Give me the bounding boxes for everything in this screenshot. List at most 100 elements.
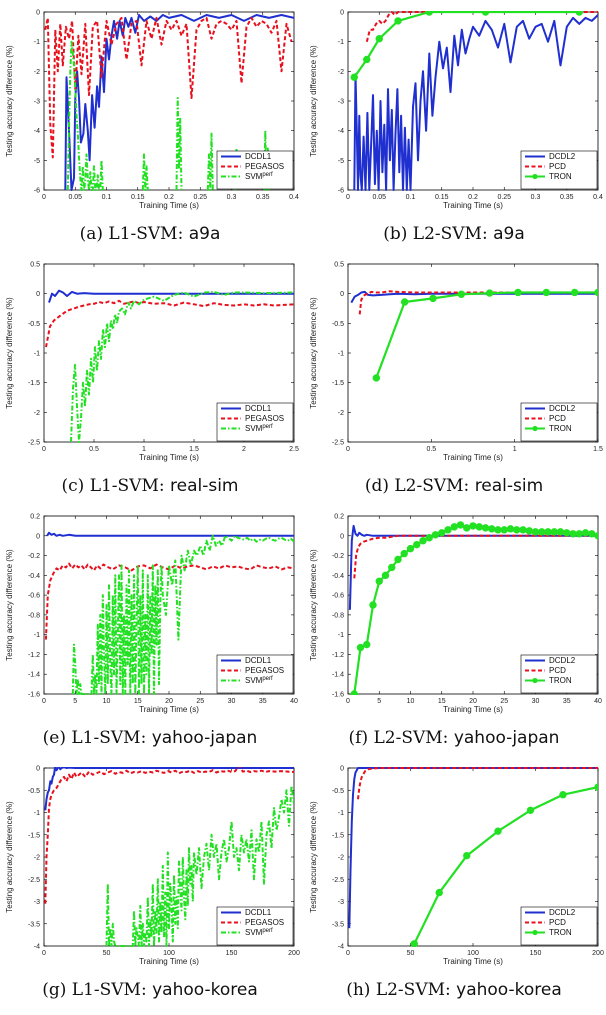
caption-dataset: yahoo-japan: [453, 728, 560, 748]
data-point-tron: [538, 528, 546, 536]
legend-entry: TRON: [549, 424, 572, 433]
series-line-pegasos: [45, 299, 294, 348]
legend-entry: DCDL1: [245, 656, 272, 665]
y-tick-label: 0.5: [30, 262, 40, 269]
y-tick-label: -1: [34, 39, 40, 46]
data-point-tron: [594, 783, 598, 791]
y-tick-label: -1.5: [28, 380, 40, 387]
series-line-dcdl2: [348, 524, 598, 610]
caption-h: (h) L2-SVM: yahoo-korea: [304, 980, 604, 1000]
legend-superscript: perf: [262, 424, 273, 430]
x-tick-label: 0: [42, 194, 46, 201]
y-tick-label: -1.4: [28, 672, 40, 679]
x-tick-label: 10: [103, 698, 111, 705]
y-tick-label: -1: [34, 632, 40, 639]
data-point-tron: [494, 526, 502, 534]
series-line-svmperf-spike-2: [175, 97, 183, 191]
x-tick-label: 200: [288, 950, 300, 957]
y-tick-label: -2: [34, 69, 40, 76]
series-line-pcd: [358, 290, 598, 315]
data-point-tron: [588, 530, 596, 538]
data-point-tron: [513, 526, 521, 534]
y-tick-label: -0.2: [28, 553, 40, 560]
x-tick-label: 150: [226, 950, 238, 957]
y-axis-label: Testing accuracy difference (%): [5, 801, 14, 913]
y-tick-label: -4: [34, 944, 40, 951]
y-tick-label: -2.5: [28, 877, 40, 884]
y-axis-label: Testing accuracy difference (%): [309, 297, 318, 409]
y-axis-label: Testing accuracy difference (%): [309, 801, 318, 913]
x-tick-label: 0.15: [435, 194, 449, 201]
data-point-tron: [525, 527, 533, 535]
caption-b: (b) L2-SVM: a9a: [304, 224, 604, 244]
y-tick-label: -0.5: [28, 788, 40, 795]
data-point-tron: [531, 528, 540, 536]
y-tick-label: -3: [34, 899, 40, 906]
data-point-tron: [526, 806, 535, 814]
y-tick-label: -0.5: [332, 321, 344, 328]
x-tick-label: 40: [290, 698, 298, 705]
y-tick-label: -6: [338, 188, 344, 195]
x-tick-label: 2: [242, 446, 246, 453]
y-tick-label: 0.2: [334, 514, 344, 521]
x-tick-label: 30: [532, 698, 540, 705]
x-axis-label: Training Time (s): [443, 705, 503, 714]
chart-panel-a: 0 0.05 0.1 0.15 0.2 0.25 0.3 0.35 0.4 0 -1 -2 -3 -4 -5…: [0, 0, 300, 252]
legend-entry: DCDL1: [245, 152, 272, 161]
x-tick-label: 0: [346, 698, 350, 705]
x-axis-label: Training Time (s): [139, 957, 199, 966]
chart-a: 0 0.05 0.1 0.15 0.2 0.25 0.3 0.35 0.4 0 -1 -2 -3 -4 -5…: [5, 10, 299, 211]
legend-entry: PCD: [549, 162, 566, 171]
y-tick-label: -1: [34, 810, 40, 817]
series-line-pegasos: [44, 767, 294, 904]
series-line-svmperf: [66, 40, 104, 191]
caption-prefix: (h) L2-SVM:: [346, 980, 457, 1000]
data-point-tron: [481, 11, 490, 16]
data-point-tron: [394, 555, 402, 564]
y-tick-label: -1.2: [28, 652, 40, 659]
data-point-tron: [488, 525, 496, 533]
caption-prefix: (g) L1-SVM:: [42, 980, 153, 1000]
y-tick-label: -4: [34, 128, 40, 135]
caption-e: (e) L1-SVM: yahoo-japan: [0, 728, 300, 748]
data-point-tron: [594, 532, 598, 540]
series-line-dcdl2: [350, 290, 598, 304]
data-point-tron: [425, 11, 433, 16]
series-line-pcd: [353, 534, 598, 579]
legend-entry: SVMperf: [245, 928, 273, 937]
data-point-tron: [542, 288, 551, 297]
y-tick-label: 0: [36, 291, 40, 298]
data-point-tron: [388, 563, 396, 572]
data-point-tron: [514, 288, 522, 297]
x-tick-label: 30: [228, 698, 236, 705]
series-group: [350, 288, 598, 382]
y-tick-label: -5: [338, 158, 344, 165]
y-tick-label: -6: [34, 188, 40, 195]
data-point-tron: [431, 531, 440, 539]
x-tick-label: 35: [259, 698, 267, 705]
series-group: [45, 289, 294, 443]
data-point-tron: [463, 851, 471, 860]
data-point-tron: [506, 525, 515, 533]
caption-dataset: a9a: [188, 224, 221, 244]
legend-box: [520, 402, 598, 442]
data-point-tron: [435, 888, 443, 897]
legend-entry: DCDL2: [549, 656, 576, 665]
y-tick-label: -0.6: [332, 593, 344, 600]
x-tick-label: 0: [346, 950, 350, 957]
y-tick-label: -4: [338, 128, 344, 135]
legend-marker: [532, 677, 538, 684]
series-line-dcdl1: [46, 531, 294, 537]
x-axis-label: Training Time (s): [443, 957, 503, 966]
x-tick-label: 0.25: [497, 194, 511, 201]
legend-superscript: perf: [262, 928, 273, 934]
caption-prefix: (b) L2-SVM:: [383, 224, 494, 244]
y-tick-label: -3: [34, 99, 40, 106]
y-tick-label: -3: [338, 99, 344, 106]
caption-g: (g) L1-SVM: yahoo-korea: [0, 980, 300, 1000]
y-tick-label: -1.2: [332, 652, 344, 659]
x-tick-label: 40: [594, 698, 602, 705]
x-tick-label: 20: [469, 698, 477, 705]
data-point-tron: [410, 940, 418, 947]
y-tick-label: -2.5: [332, 440, 344, 447]
